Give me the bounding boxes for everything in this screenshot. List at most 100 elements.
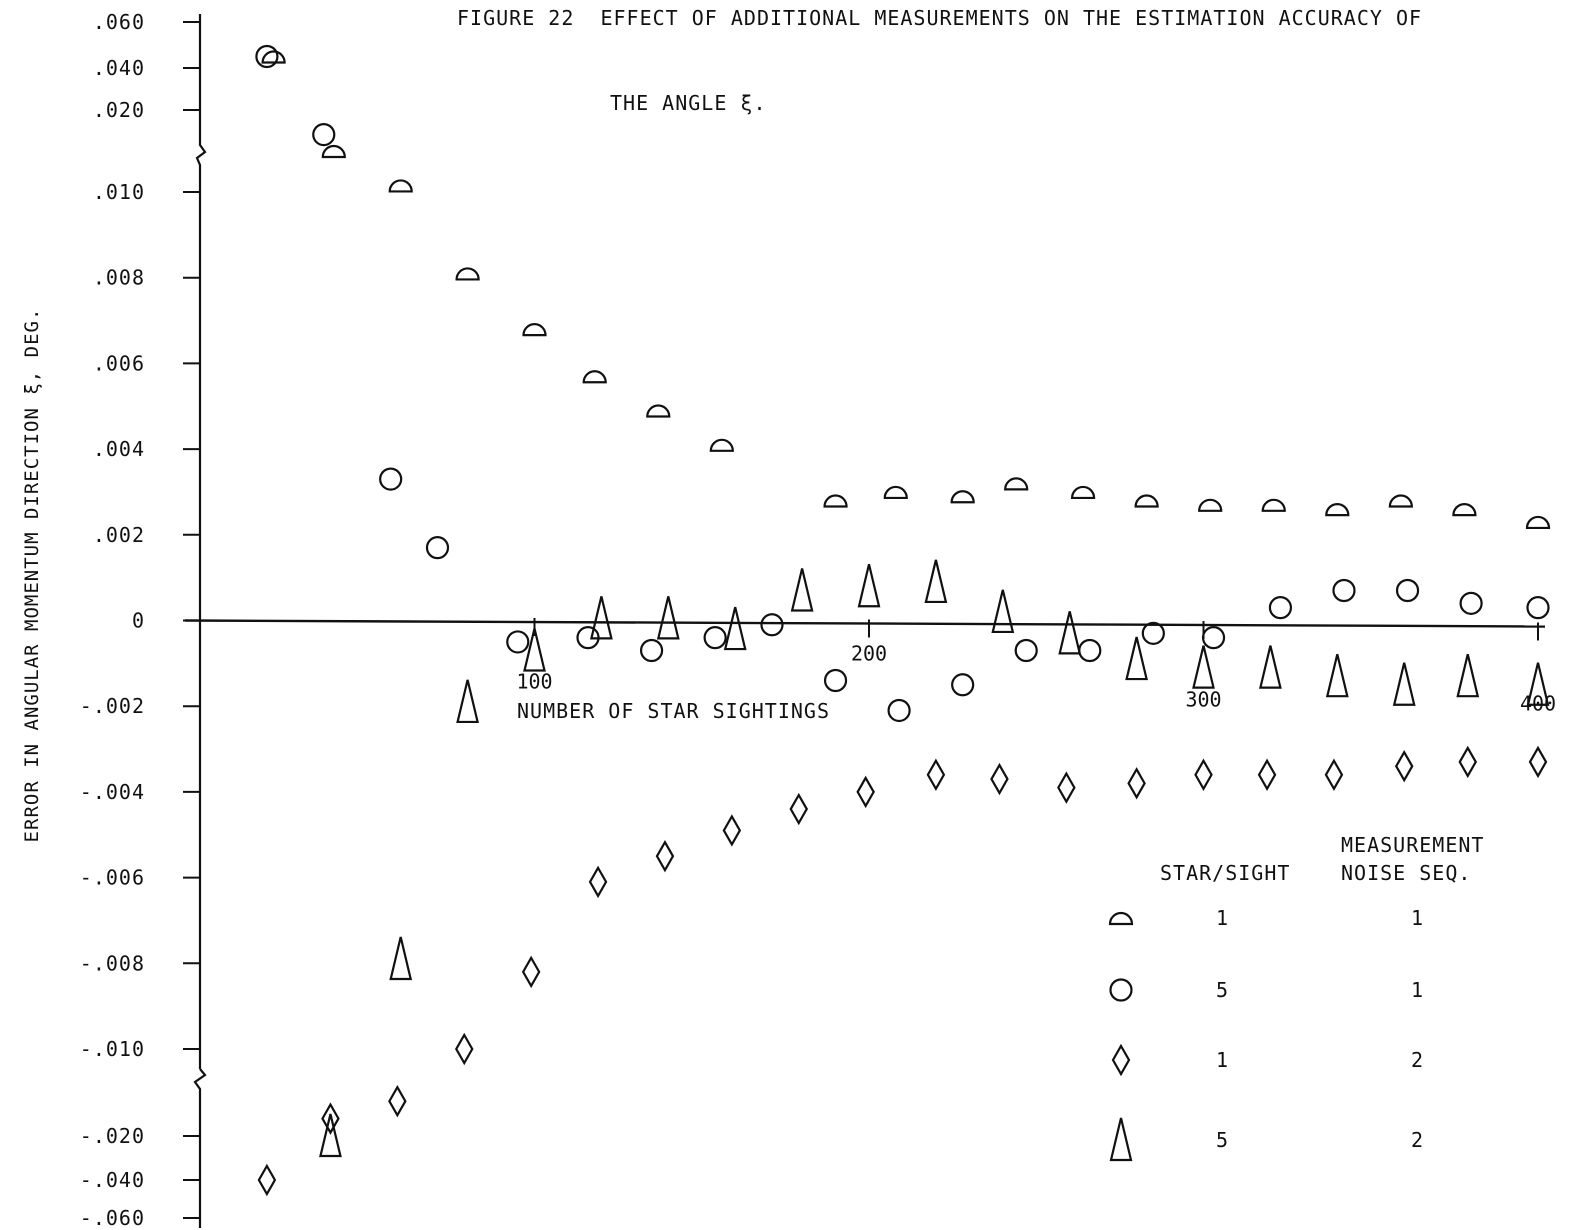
- diamond-point: [454, 1032, 474, 1066]
- diamond-point: [1194, 758, 1213, 791]
- y-tick-label: -.020: [80, 1124, 145, 1148]
- legend-header-noise-seq: NOISE SEQ.: [1341, 861, 1471, 885]
- triangle-point: [656, 596, 680, 640]
- half-circle-point: [1261, 498, 1286, 512]
- circle-point: [1141, 621, 1165, 645]
- circle-point: [1332, 578, 1356, 603]
- diamond-point: [1458, 745, 1478, 779]
- diamond-point: [257, 1163, 277, 1197]
- x-tick-label: 300: [1185, 688, 1221, 712]
- diamond-point: [388, 1084, 407, 1118]
- diamond-point: [1324, 758, 1344, 791]
- diamond-point: [655, 839, 675, 873]
- half-circle-point: [823, 494, 848, 508]
- triangle-point: [1125, 636, 1148, 681]
- y-tick-label: -.010: [80, 1037, 145, 1061]
- y-tick-label: -.008: [80, 951, 145, 975]
- y-tick-label: .008: [93, 266, 145, 290]
- y-tick-label: -.060: [80, 1206, 145, 1230]
- y-tick-label: .006: [93, 351, 145, 375]
- half-circle-point: [1198, 498, 1223, 512]
- diamond-point: [1528, 745, 1548, 779]
- triangle-point: [1325, 653, 1349, 698]
- circle-point: [951, 673, 975, 697]
- legend-star-sight: 1: [1216, 906, 1228, 930]
- diamond-point: [722, 814, 742, 847]
- half-circle-point: [1452, 503, 1477, 517]
- y-axis-label: ERROR IN ANGULAR MOMENTUM DIRECTION ξ, D…: [21, 308, 43, 843]
- axes: [184, 14, 1546, 1228]
- half-circle-point: [455, 267, 480, 281]
- y-tick-label: .060: [93, 10, 145, 34]
- circle-point: [1395, 578, 1420, 603]
- diamond-point: [521, 955, 541, 989]
- circle-point: [639, 638, 664, 663]
- y-tick-label: -.040: [80, 1168, 145, 1192]
- half-circle-point: [1134, 494, 1159, 508]
- half-circle-point: [1070, 485, 1096, 500]
- half-circle-point: [709, 438, 734, 452]
- half-circle-point: [321, 144, 346, 159]
- y-tick-label: .010: [93, 180, 145, 204]
- diamond-point: [588, 865, 608, 899]
- triangle-point: [790, 568, 814, 612]
- circle-point: [760, 613, 784, 637]
- diamond-point: [789, 792, 809, 826]
- triangle-point: [1392, 662, 1416, 706]
- half-circle-point: [950, 490, 975, 504]
- circle-point: [1526, 596, 1550, 620]
- legend-noise-seq: 2: [1411, 1048, 1423, 1072]
- data-points: [255, 44, 1551, 1197]
- series-half-circle: [261, 50, 1551, 530]
- y-tick-label: -.006: [80, 866, 145, 890]
- circle-point: [887, 698, 911, 723]
- legend-noise-seq: 1: [1411, 978, 1423, 1002]
- triangle-point: [1259, 645, 1282, 689]
- triangle-point: [723, 606, 747, 651]
- half-circle-point: [646, 404, 671, 418]
- half-circle-point: [883, 485, 908, 500]
- diamond-point: [856, 775, 875, 809]
- chart-title-line-1: FIGURE 22 EFFECT OF ADDITIONAL MEASUREME…: [457, 6, 1423, 30]
- triangle-point: [857, 563, 881, 608]
- y-tick-label: -.002: [80, 694, 145, 718]
- triangle-point: [924, 559, 948, 604]
- legend-header-measurement: MEASUREMENT: [1341, 833, 1484, 857]
- y-axis-line-top: [195, 14, 207, 1069]
- x-axis-line: [184, 619, 1546, 628]
- circle-point: [1078, 638, 1102, 663]
- y-tick-label: 0: [132, 609, 145, 633]
- diamond-point: [926, 758, 946, 791]
- half-circle-point: [388, 179, 413, 193]
- circle-point: [506, 630, 530, 654]
- triangle-point: [1192, 645, 1215, 689]
- half-circle-point: [1525, 515, 1551, 530]
- legend-rows: 1 15 11 25 2: [1108, 906, 1423, 1162]
- half-circle-point: [1325, 503, 1350, 517]
- triangle-point: [991, 589, 1015, 634]
- legend-noise-seq: 2: [1411, 1128, 1423, 1152]
- diamond-point: [1257, 758, 1277, 791]
- circle-point: [823, 668, 848, 693]
- series-triangle: [319, 559, 1550, 1158]
- half-circle-point: [522, 323, 547, 337]
- diamond-point: [1394, 749, 1414, 783]
- legend-header-star-sight: STAR/SIGHT: [1160, 861, 1290, 885]
- circle-point: [1201, 626, 1226, 650]
- y-axis-line-bottom: [193, 1068, 207, 1228]
- circle-point: [1014, 638, 1038, 663]
- diamond-point: [321, 1102, 340, 1135]
- y-axis-ticks: .060 .040 .020 .010 .008 .006 .004 .002 0 -.002 -.…: [80, 10, 200, 1230]
- circle-point: [255, 44, 279, 69]
- legend-marker-circle: [1109, 978, 1133, 1002]
- legend: STAR/SIGHT MEASUREMENT NOISE SEQ. 1 15 11 2…: [1108, 833, 1484, 1162]
- chart-title-line-2: THE ANGLE ξ.: [610, 91, 767, 115]
- series-diamond: [257, 745, 1548, 1197]
- half-circle-point: [1388, 494, 1413, 508]
- series-circle: [255, 44, 1550, 723]
- half-circle-point: [261, 50, 286, 64]
